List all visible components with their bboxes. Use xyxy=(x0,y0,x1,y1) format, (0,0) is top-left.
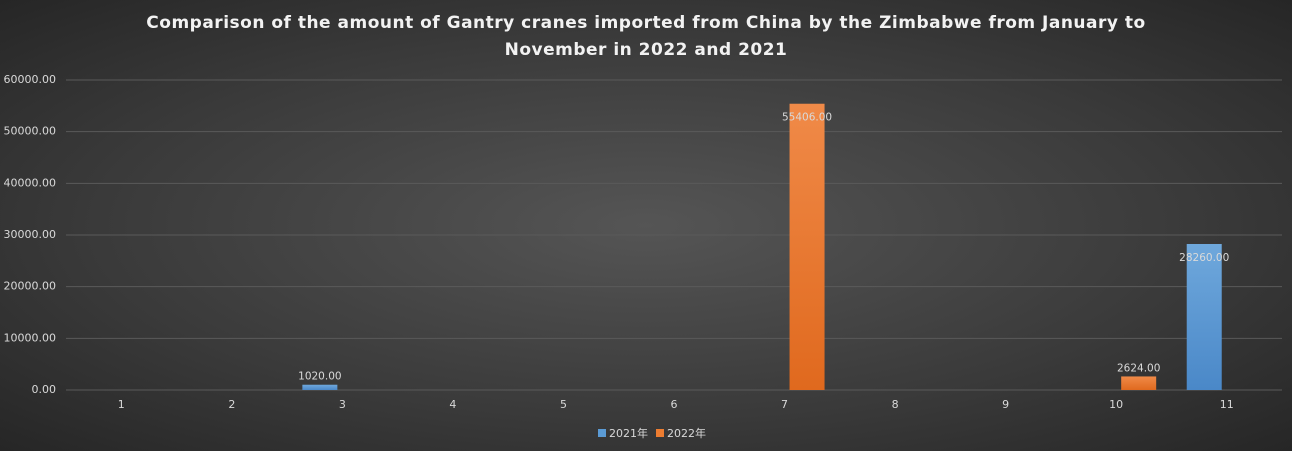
data-label: 2624.00 xyxy=(1117,362,1160,374)
x-tick-label: 4 xyxy=(449,398,456,411)
legend-swatch xyxy=(656,429,664,437)
chart-title: Comparison of the amount of Gantry crane… xyxy=(146,13,1146,60)
y-tick-label: 40000.00 xyxy=(4,176,57,189)
y-tick-label: 60000.00 xyxy=(4,73,57,86)
bar xyxy=(1186,243,1222,390)
x-tick-label: 8 xyxy=(892,398,899,411)
data-label: 1020.00 xyxy=(298,371,341,383)
x-tick-label: 6 xyxy=(671,398,678,411)
y-tick-label: 10000.00 xyxy=(4,331,57,344)
data-label: 28260.00 xyxy=(1179,252,1229,264)
bar xyxy=(302,384,338,390)
x-tick-label: 9 xyxy=(1002,398,1009,411)
x-tick-label: 11 xyxy=(1220,398,1234,411)
y-tick-label: 0.00 xyxy=(32,383,57,396)
y-tick-label: 20000.00 xyxy=(4,280,57,293)
data-label: 55406.00 xyxy=(782,112,832,124)
x-tick-label: 2 xyxy=(228,398,235,411)
x-tick-label: 7 xyxy=(781,398,788,411)
legend-label: 2022年 xyxy=(667,426,706,440)
x-tick-label: 5 xyxy=(560,398,567,411)
x-tick-label: 3 xyxy=(339,398,346,411)
bar xyxy=(1121,376,1157,390)
x-tick-label: 10 xyxy=(1109,398,1123,411)
y-tick-label: 50000.00 xyxy=(4,125,57,138)
y-tick-label: 30000.00 xyxy=(4,228,57,241)
x-tick-label: 1 xyxy=(118,398,125,411)
legend-label: 2021年 xyxy=(609,426,648,440)
bar xyxy=(789,103,825,391)
legend-swatch xyxy=(598,429,606,437)
